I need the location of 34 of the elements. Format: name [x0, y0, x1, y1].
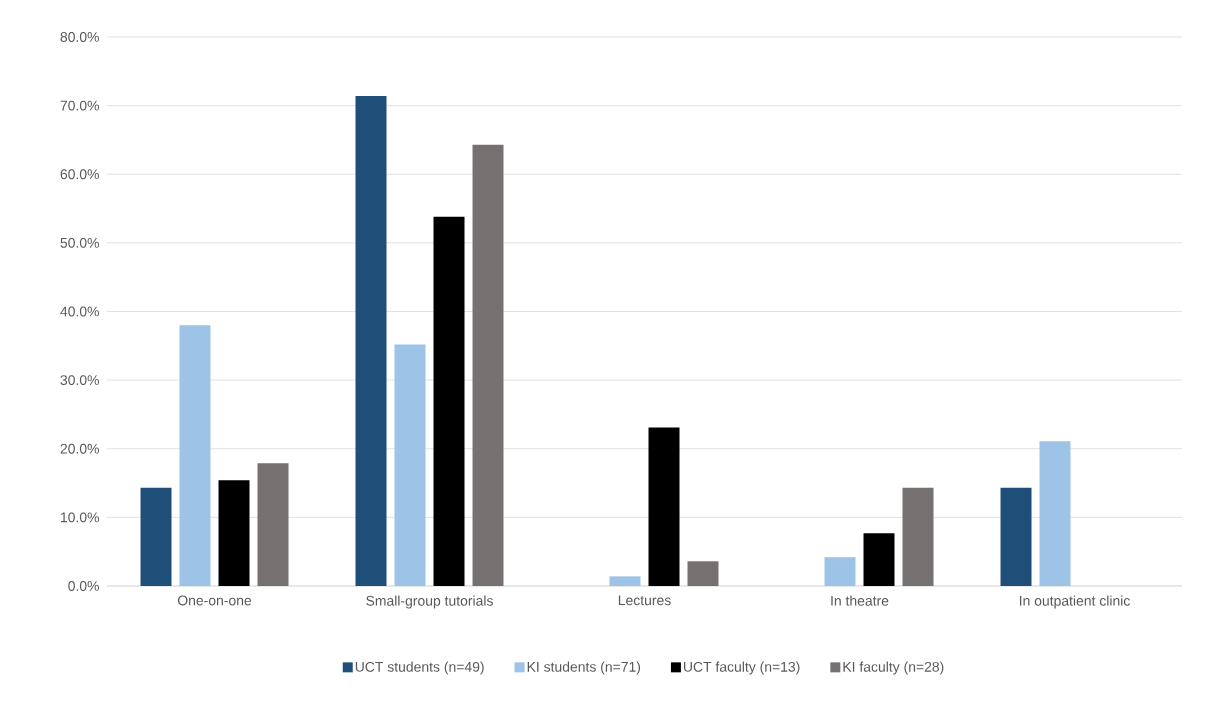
legend-label: UCT faculty (n=13) — [683, 661, 800, 675]
x-tick-label: One-on-one — [177, 595, 252, 606]
y-tick-label: 10.0% — [61, 512, 99, 523]
y-tick-label: 60.0% — [60, 169, 99, 180]
bar — [648, 427, 680, 586]
bar — [609, 576, 641, 586]
y-tick-label: 80.0% — [60, 32, 99, 42]
legend-label: KI faculty (n=28) — [843, 661, 944, 675]
x-tick-label: In outpatient clinic — [1019, 595, 1130, 609]
bar — [394, 344, 426, 586]
y-tick-label: 30.0% — [60, 375, 99, 386]
bar — [140, 487, 172, 586]
bar — [1039, 441, 1071, 586]
bar — [257, 463, 289, 586]
bar — [1000, 487, 1032, 586]
bar — [824, 557, 856, 586]
y-tick-label: 0.0% — [68, 581, 99, 591]
x-tick-label: Lectures — [618, 595, 671, 606]
bar — [218, 480, 250, 586]
bar — [687, 561, 719, 586]
y-tick-label: 40.0% — [60, 306, 99, 317]
legend-label: UCT students (n=49) — [355, 661, 484, 675]
x-tick-label: In theatre — [831, 595, 889, 606]
y-tick-label: 50.0% — [60, 237, 99, 248]
bar — [863, 533, 895, 586]
legend-label: KI students (n=71) — [527, 661, 641, 675]
bar — [179, 325, 211, 586]
bar — [472, 144, 504, 586]
x-tick-label: Small-group tutorials — [366, 595, 493, 609]
y-tick-label: 20.0% — [60, 443, 99, 454]
bar — [433, 216, 465, 586]
bar — [355, 96, 387, 586]
bar — [902, 487, 934, 586]
y-tick-label: 70.0% — [60, 100, 99, 111]
